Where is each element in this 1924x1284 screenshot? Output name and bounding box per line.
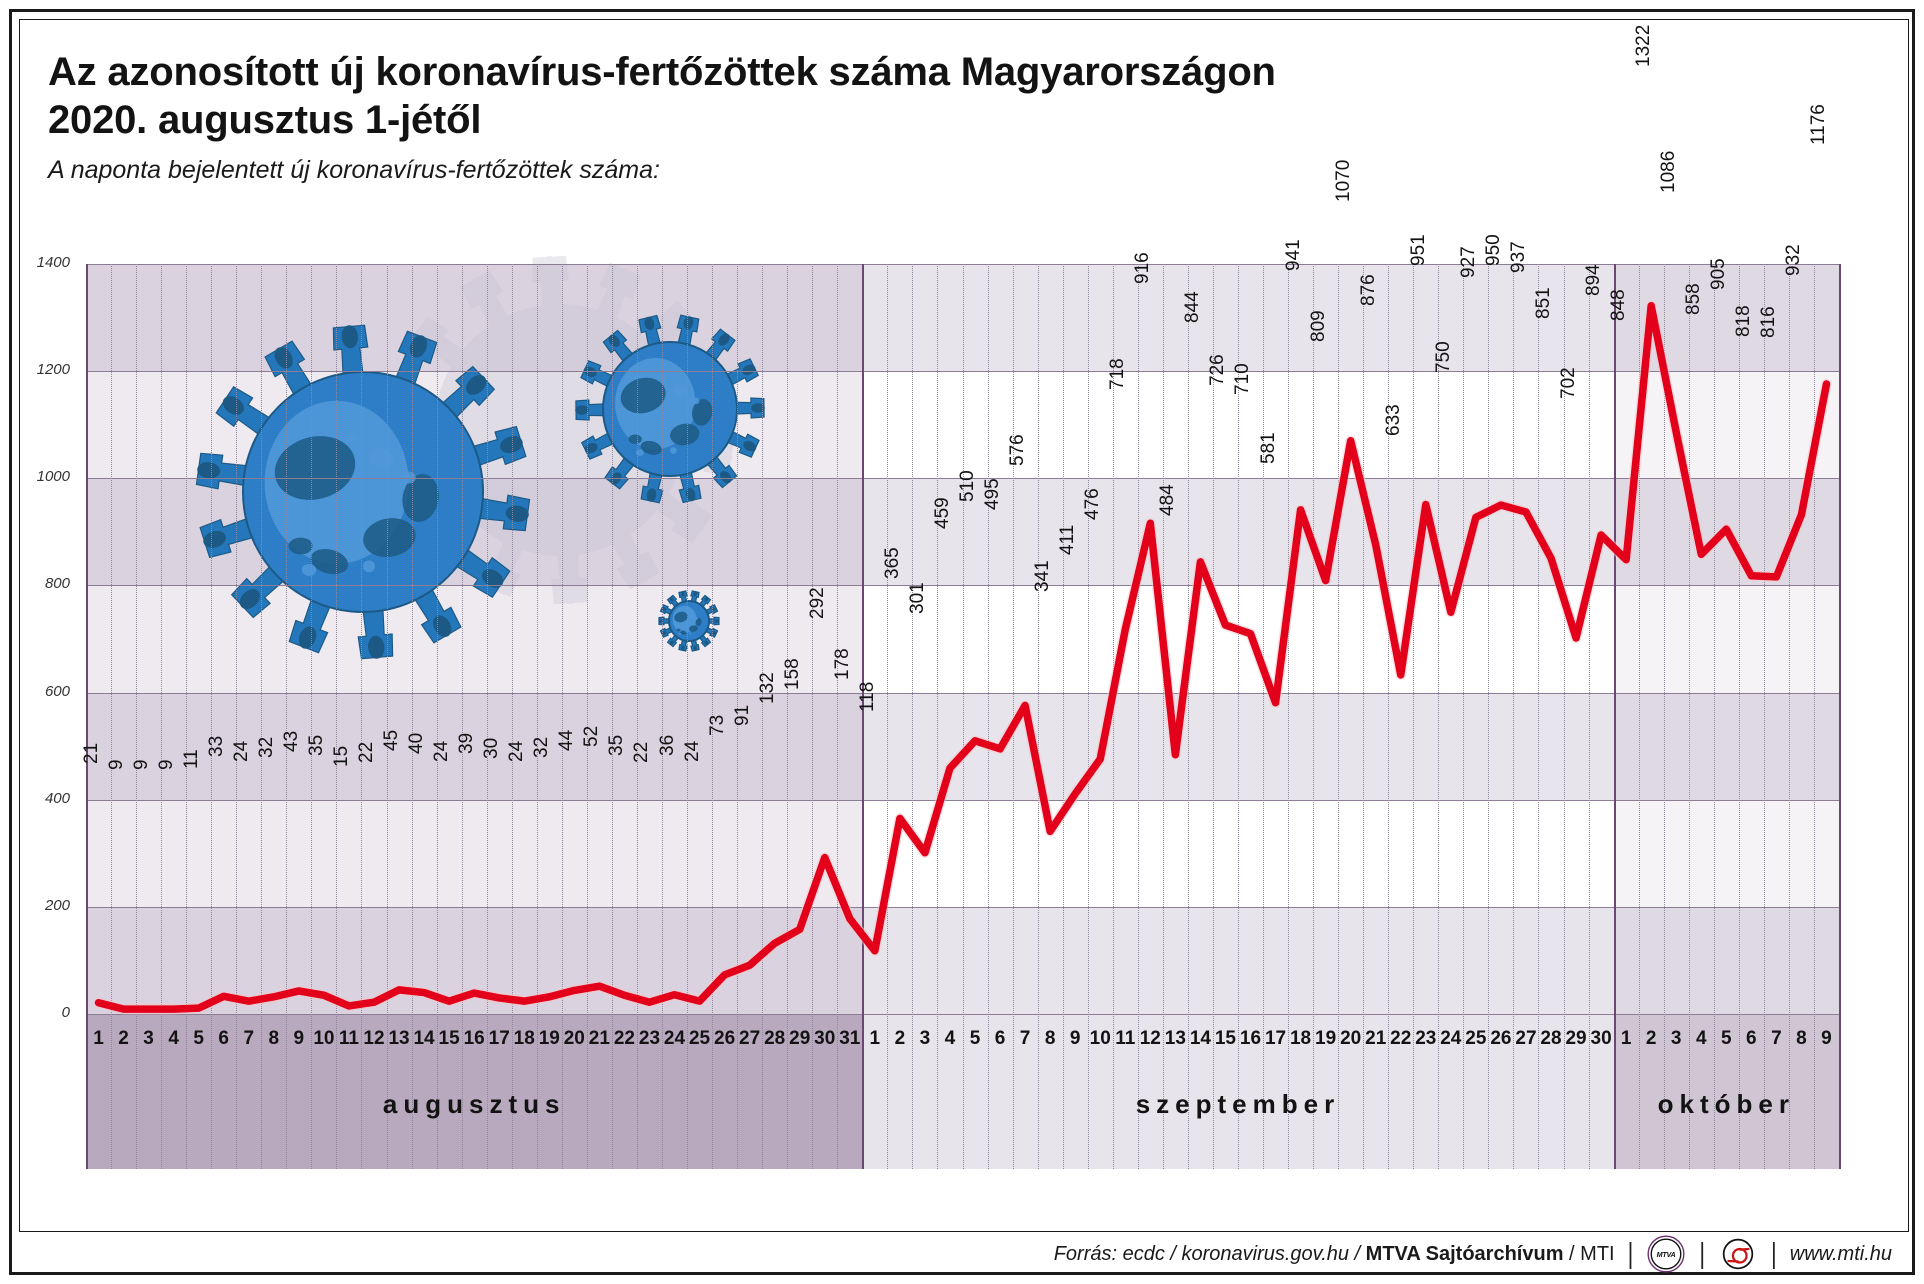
svg-text:MTVA: MTVA — [1657, 1250, 1676, 1259]
